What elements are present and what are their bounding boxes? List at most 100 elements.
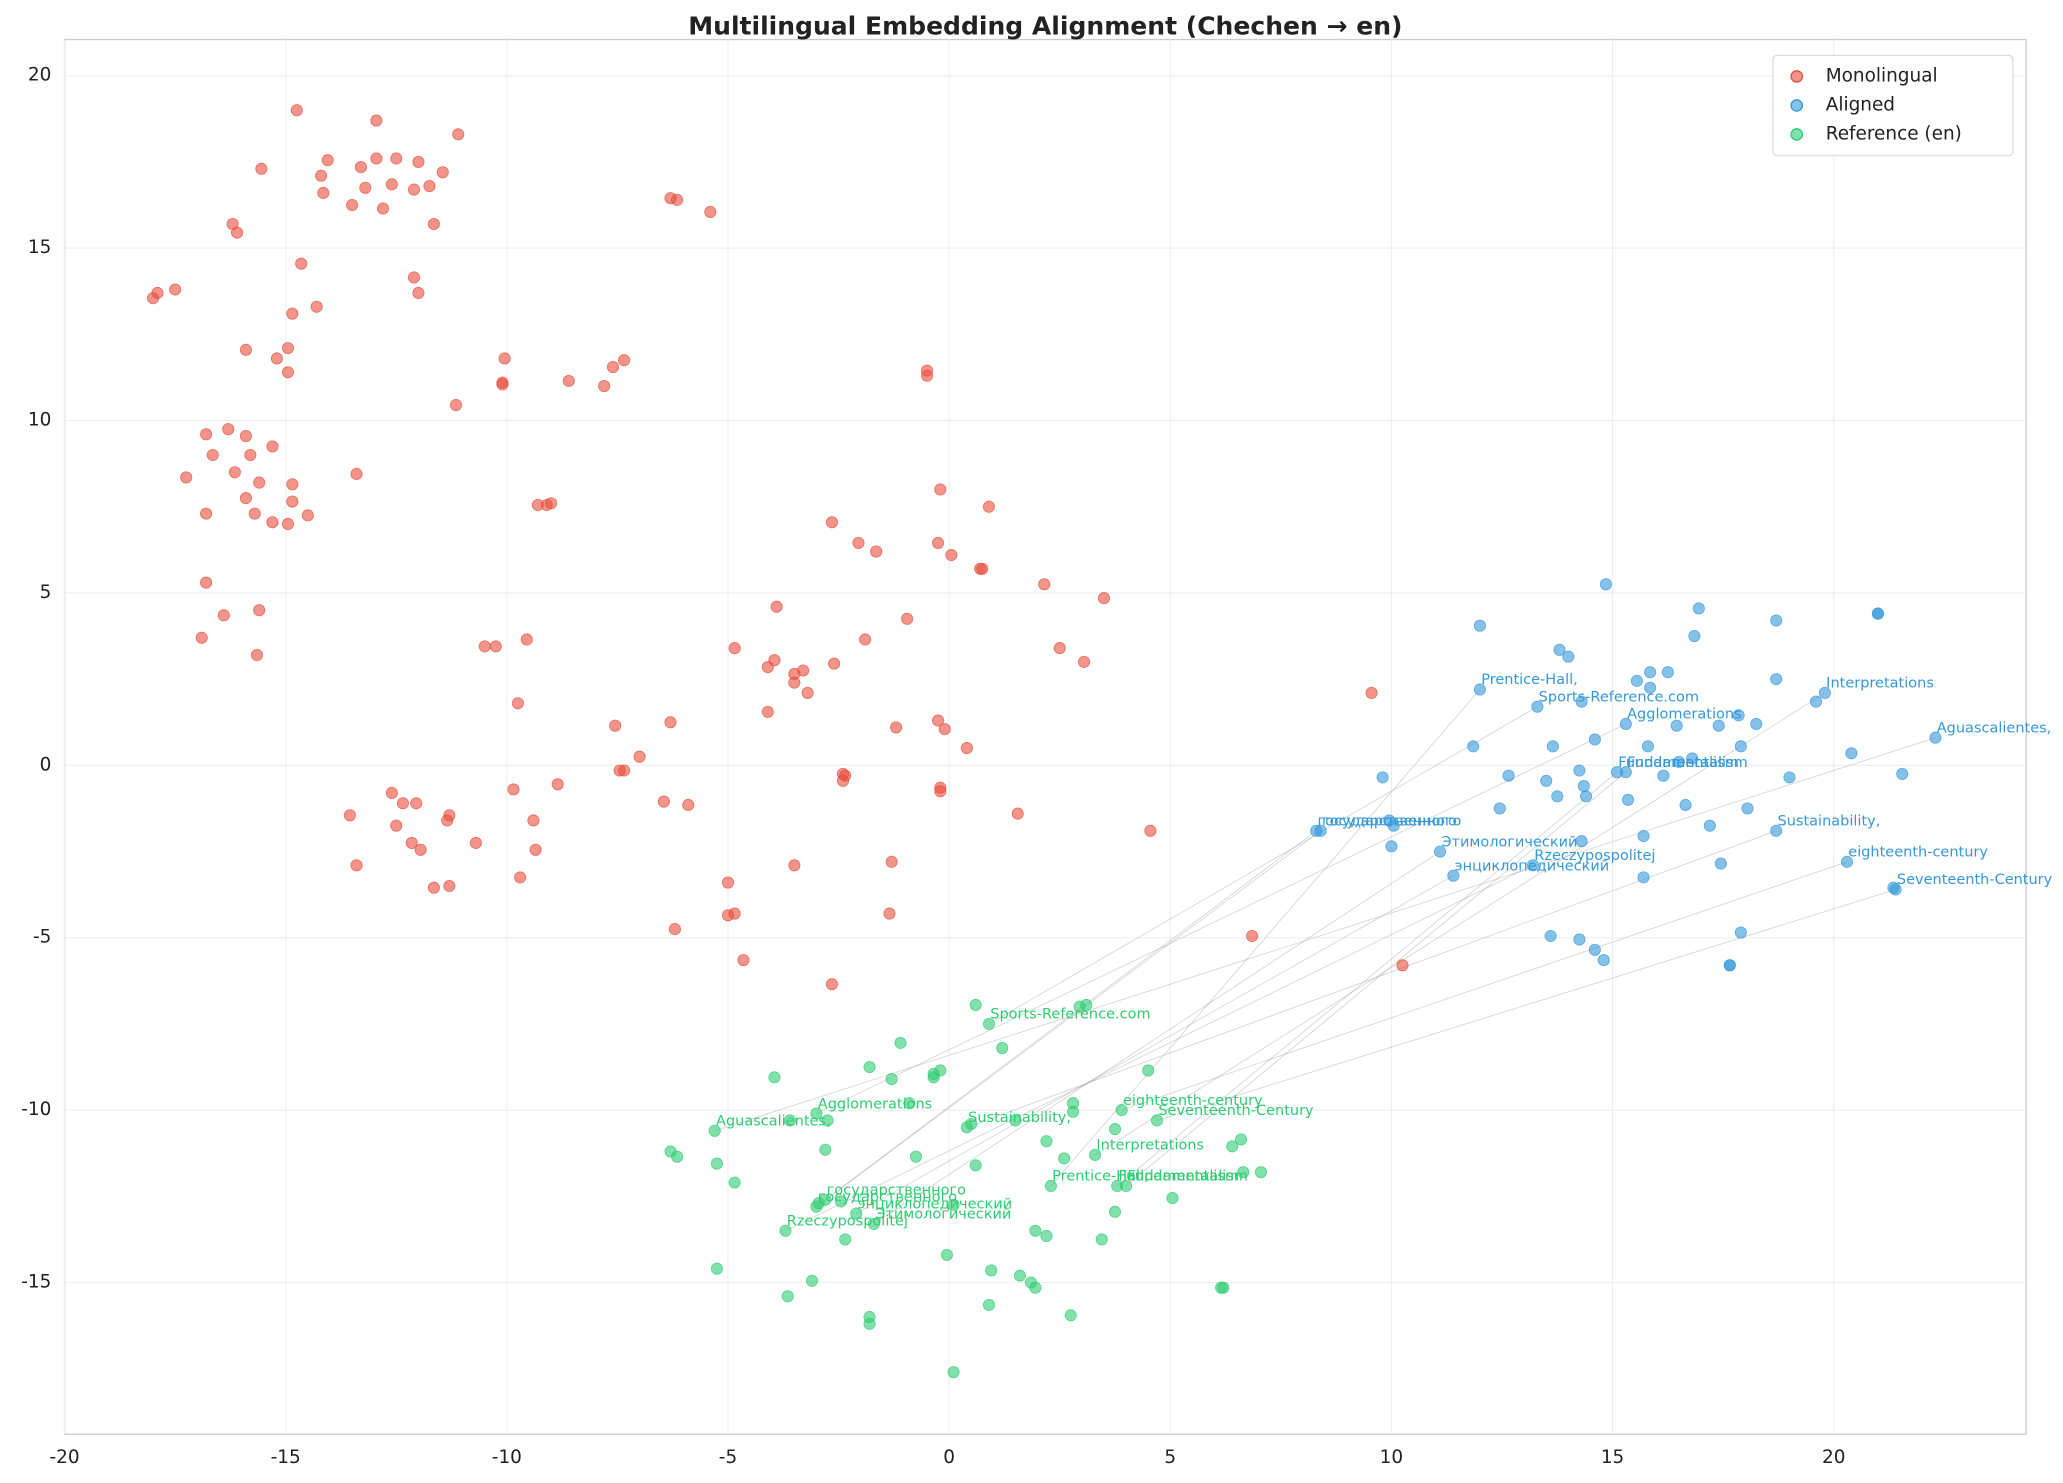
point: [1723, 959, 1736, 972]
point: [354, 161, 367, 174]
point: [253, 604, 266, 617]
point: [1929, 731, 1942, 744]
point-label: Aguascalientes,: [716, 1114, 831, 1130]
point: [1597, 954, 1610, 967]
point: [982, 500, 996, 513]
point: [1575, 835, 1588, 848]
point: [996, 1041, 1009, 1055]
x-tick-label: -20: [50, 1447, 80, 1468]
point: [414, 843, 427, 856]
point: [1679, 798, 1692, 812]
alignment-link: [1050, 689, 1481, 1187]
point: [449, 398, 463, 412]
point: [710, 1262, 724, 1275]
point: [761, 661, 774, 674]
point: [885, 1073, 898, 1086]
alignment-link: [714, 737, 1936, 1132]
point: [1447, 869, 1460, 882]
x-tick-label: -5: [719, 1447, 737, 1468]
point: [1013, 1269, 1026, 1282]
point: [788, 676, 801, 689]
point: [217, 609, 230, 622]
point-label: Agglomerations: [818, 1096, 932, 1112]
point: [498, 352, 511, 365]
point: [1619, 717, 1632, 731]
point: [839, 1233, 852, 1246]
point-label: Sports-Reference.com: [990, 1007, 1150, 1023]
point: [1783, 771, 1796, 784]
point: [1077, 655, 1091, 668]
point: [885, 855, 898, 868]
point-label: Fundamentalism: [1618, 755, 1739, 771]
point: [1734, 926, 1747, 939]
point: [1237, 1166, 1250, 1179]
point: [1770, 614, 1783, 627]
point: [1770, 673, 1783, 686]
point: [1526, 859, 1540, 872]
point: [1712, 719, 1725, 732]
point: [1688, 629, 1701, 643]
point: [1434, 845, 1447, 858]
point: [412, 155, 425, 169]
point: [664, 1145, 677, 1158]
point: [901, 612, 914, 625]
point: [985, 1264, 998, 1277]
point: [1588, 943, 1601, 956]
point: [1540, 774, 1553, 787]
point: [805, 1274, 819, 1287]
point: [1644, 681, 1657, 694]
point: [239, 343, 252, 356]
point: [489, 640, 502, 653]
point: [761, 705, 774, 718]
point: [346, 198, 359, 212]
point: [169, 283, 182, 296]
point: [1577, 779, 1590, 793]
point: [1770, 824, 1783, 837]
point: [982, 1298, 996, 1311]
point: [281, 517, 294, 531]
point: [965, 1117, 978, 1130]
x-tick-label: 10: [1380, 1447, 1403, 1468]
point: [894, 1036, 907, 1049]
y-tick-label: 20: [28, 65, 51, 86]
point-label: Fundamentalism: [1127, 1169, 1248, 1185]
point: [195, 631, 208, 644]
point: [668, 923, 681, 936]
point-label: Sustainability,: [1778, 814, 1881, 830]
point: [728, 907, 741, 920]
point-label: eighteenth-century: [1848, 845, 1988, 861]
point: [940, 1248, 953, 1261]
point: [1040, 1229, 1053, 1243]
point: [255, 162, 268, 175]
alignment-link: [988, 706, 1538, 1025]
point: [671, 193, 684, 206]
point: [812, 1197, 825, 1210]
point: [1058, 1152, 1071, 1165]
point: [1741, 802, 1754, 815]
point: [200, 428, 213, 441]
point: [1573, 764, 1586, 777]
point: [376, 202, 390, 215]
point: [1396, 959, 1409, 972]
point: [969, 1159, 982, 1172]
point: [783, 1114, 796, 1127]
point: [396, 797, 409, 810]
point: [1502, 769, 1515, 782]
point-label: eighteenth-century: [1123, 1093, 1263, 1109]
point: [441, 814, 454, 827]
point: [343, 809, 356, 822]
point: [1670, 719, 1683, 732]
point: [1692, 602, 1705, 615]
point: [1073, 1000, 1086, 1013]
point: [244, 448, 257, 462]
point: [511, 697, 524, 710]
point: [788, 859, 801, 872]
point: [1254, 1166, 1268, 1179]
point: [825, 516, 839, 529]
point: [1579, 790, 1593, 803]
point: [427, 881, 440, 894]
point: [1896, 767, 1909, 781]
point: [507, 783, 520, 796]
y-tick-label: 0: [40, 754, 52, 775]
